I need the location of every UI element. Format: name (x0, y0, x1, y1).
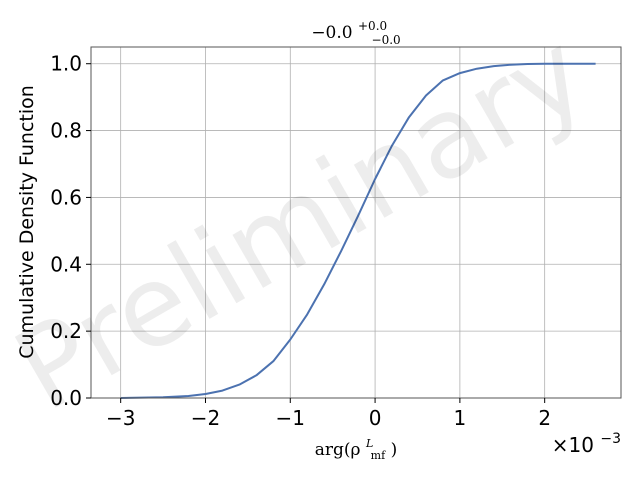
series-layer (120, 62, 596, 399)
x-multiplier-exp: −3 (600, 431, 621, 447)
title-main: −0.0 (311, 23, 352, 43)
x-tick-label: 2 (538, 406, 551, 430)
x-tick-label: 0 (369, 406, 382, 430)
xlabel-sup: L (365, 437, 373, 450)
y-axis-label: Cumulative Density Function (16, 85, 38, 359)
cdf-series-line (120, 62, 596, 399)
title-sup: +0.0 (358, 19, 387, 33)
y-tick-label: 0.2 (50, 319, 82, 343)
x-tick-label: −2 (191, 406, 220, 430)
title-sub: −0.0 (372, 33, 401, 47)
xlabel-main: arg(ρ (315, 440, 361, 460)
x-multiplier: ×10 −3 (552, 431, 621, 457)
chart-title: −0.0 +0.0 −0.0 (311, 15, 400, 47)
x-tick-label: −3 (106, 406, 135, 430)
y-tick-label: 0.8 (50, 119, 82, 143)
x-tick-label: 1 (454, 406, 467, 430)
x-tick-label: −1 (276, 406, 305, 430)
y-tick-label: 1.0 (50, 52, 82, 76)
x-axis-label: arg(ρ L mf ) (315, 432, 397, 464)
y-tick-label: 0.0 (50, 386, 82, 410)
xlabel-close: ) (391, 440, 398, 460)
xlabel-sub: mf (371, 449, 386, 462)
x-multiplier-base: ×10 (552, 433, 594, 457)
plot-frame (90, 46, 622, 399)
x-ticks: −3 −2 −1 0 1 2 (106, 398, 551, 430)
y-tick-label: 0.6 (50, 185, 82, 209)
y-tick-label: 0.4 (50, 252, 82, 276)
y-ticks: 0.0 0.2 0.4 0.6 0.8 1.0 (50, 52, 91, 410)
